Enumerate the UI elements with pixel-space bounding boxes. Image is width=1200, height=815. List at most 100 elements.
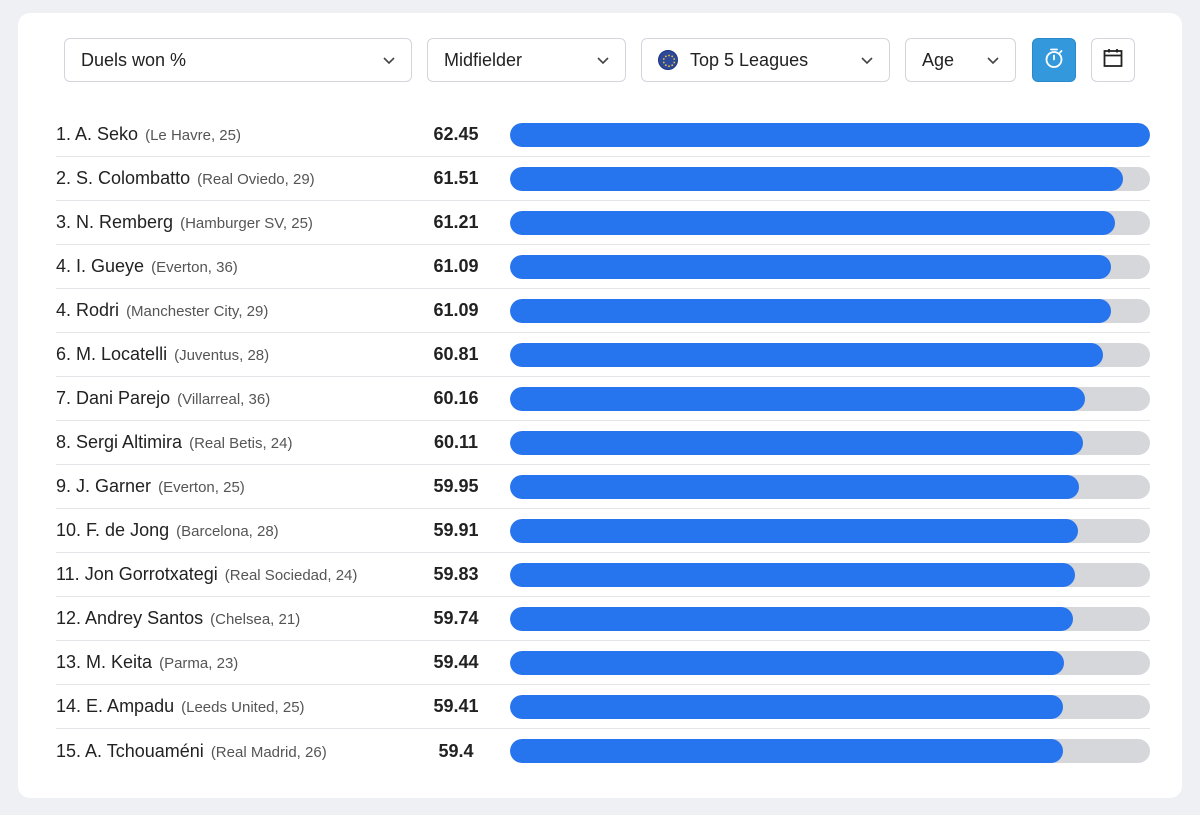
player-name[interactable]: E. Ampadu [86,696,175,716]
player-rank: 14. [56,696,82,716]
player-cell: 3. N. Remberg (Hamburger SV, 25) [56,212,406,233]
stat-bar-track [510,606,1150,631]
stat-bar-fill [510,342,1104,367]
player-name[interactable]: I. Gueye [76,256,145,276]
table-row[interactable]: 6. M. Locatelli (Juventus, 28) 60.81 [56,333,1150,377]
table-row[interactable]: 3. N. Remberg (Hamburger SV, 25) 61.21 [56,201,1150,245]
player-cell: 6. M. Locatelli (Juventus, 28) [56,344,406,365]
per90-toggle-button[interactable] [1032,38,1076,82]
player-cell: 7. Dani Parejo (Villarreal, 36) [56,388,406,409]
player-rank: 13. [56,652,82,672]
player-cell: 11. Jon Gorrotxategi (Real Sociedad, 24) [56,564,406,585]
player-name[interactable]: N. Remberg [76,212,174,232]
stat-value: 60.16 [433,388,479,408]
player-name[interactable]: Jon Gorrotxategi [84,564,218,584]
stat-value: 60.11 [433,432,479,452]
table-row[interactable]: 11. Jon Gorrotxategi (Real Sociedad, 24)… [56,553,1150,597]
stat-bar-fill [510,694,1064,719]
stat-bar-track [510,254,1150,279]
age-select[interactable]: Age [905,38,1016,82]
player-meta: (Real Sociedad, 24) [224,567,358,584]
table-row[interactable]: 8. Sergi Altimira (Real Betis, 24) 60.11 [56,421,1150,465]
player-cell: 15. A. Tchouaméni (Real Madrid, 26) [56,741,406,762]
stat-value: 59.91 [433,520,479,540]
player-meta: (Real Oviedo, 29) [197,171,315,188]
table-row[interactable]: 13. M. Keita (Parma, 23) 59.44 [56,641,1150,685]
player-name[interactable]: Andrey Santos [85,608,204,628]
position-select[interactable]: Midfielder [427,38,626,82]
player-meta: (Real Madrid, 26) [210,743,327,761]
player-rank: 4. [56,256,72,276]
table-row[interactable]: 9. J. Garner (Everton, 25) 59.95 [56,465,1150,509]
player-name[interactable]: Dani Parejo [76,388,171,408]
player-meta: (Hamburger SV, 25) [180,215,313,232]
stat-bar-fill [510,650,1065,675]
player-rank: 7. [56,388,72,408]
stat-bar-track [510,430,1150,455]
table-row[interactable]: 7. Dani Parejo (Villarreal, 36) 60.16 [56,377,1150,421]
player-cell: 1. A. Seko (Le Havre, 25) [56,124,406,145]
table-row[interactable]: 2. S. Colombatto (Real Oviedo, 29) 61.51 [56,157,1150,201]
table-row[interactable]: 4. Rodri (Manchester City, 29) 61.09 [56,289,1150,333]
stat-bar-track [510,210,1150,235]
player-name[interactable]: A. Seko [75,124,139,144]
stat-bar-track [510,694,1150,719]
table-row[interactable]: 1. A. Seko (Le Havre, 25) 62.45 [56,113,1150,157]
stat-value: 59.4 [438,740,474,761]
season-picker-button[interactable] [1091,38,1135,82]
player-name[interactable]: M. Keita [86,652,153,672]
chevron-down-icon [597,54,609,66]
stat-bar-fill [510,122,1150,147]
age-select-value: Age [922,49,955,70]
chevron-down-icon [383,54,395,66]
player-name[interactable]: Sergi Altimira [76,432,183,452]
league-select[interactable]: Top 5 Leagues [641,38,890,82]
stat-bar-fill [510,739,1064,763]
table-row[interactable]: 15. A. Tchouaméni (Real Madrid, 26) 59.4 [56,729,1150,773]
player-meta: (Everton, 25) [158,479,245,496]
metric-select[interactable]: Duels won % [64,38,412,82]
stat-value: 59.44 [433,652,479,672]
player-rank: 4. [56,300,72,320]
stat-value: 61.09 [433,300,479,320]
table-row[interactable]: 14. E. Ampadu (Leeds United, 25) 59.41 [56,685,1150,729]
player-rank: 8. [56,432,72,452]
player-name[interactable]: S. Colombatto [76,168,191,188]
league-select-value: Top 5 Leagues [690,49,809,70]
stat-bar-fill [510,298,1112,323]
player-rank: 11. [56,564,80,584]
player-meta: (Le Havre, 25) [145,127,241,144]
chevron-down-icon [861,54,873,66]
player-rank: 3. [56,212,72,232]
player-cell: 13. M. Keita (Parma, 23) [56,652,406,673]
table-row[interactable]: 12. Andrey Santos (Chelsea, 21) 59.74 [56,597,1150,641]
stat-value: 60.81 [433,344,479,364]
player-rank: 15. [56,740,82,761]
stat-bar-track [510,166,1150,191]
table-row[interactable]: 10. F. de Jong (Barcelona, 28) 59.91 [56,509,1150,553]
player-rank: 6. [56,344,72,364]
player-name[interactable]: M. Locatelli [76,344,168,364]
player-meta: (Leeds United, 25) [181,699,305,716]
stat-bar-fill [510,474,1079,499]
player-name[interactable]: J. Garner [76,476,152,496]
player-cell: 4. Rodri (Manchester City, 29) [56,300,406,321]
metric-select-value: Duels won % [81,49,187,70]
player-cell: 2. S. Colombatto (Real Oviedo, 29) [56,168,406,189]
player-meta: (Real Betis, 24) [189,435,293,452]
eu-flag-icon [658,50,678,70]
stat-bar-track [510,518,1150,543]
player-name[interactable]: A. Tchouaméni [85,740,204,761]
stat-bar-fill [510,430,1084,455]
table-row[interactable]: 4. I. Gueye (Everton, 36) 61.09 [56,245,1150,289]
stat-bar-fill [510,606,1073,631]
player-cell: 10. F. de Jong (Barcelona, 28) [56,520,406,541]
player-name[interactable]: F. de Jong [86,520,170,540]
ranking-card: Duels won % Midfielder Top 5 Leagues [18,13,1182,798]
stat-bar-fill [510,166,1124,191]
stat-value: 59.95 [433,476,479,496]
player-name[interactable]: Rodri [76,300,120,320]
player-rank: 10. [56,520,82,540]
player-meta: (Juventus, 28) [174,347,270,364]
player-cell: 14. E. Ampadu (Leeds United, 25) [56,696,406,717]
